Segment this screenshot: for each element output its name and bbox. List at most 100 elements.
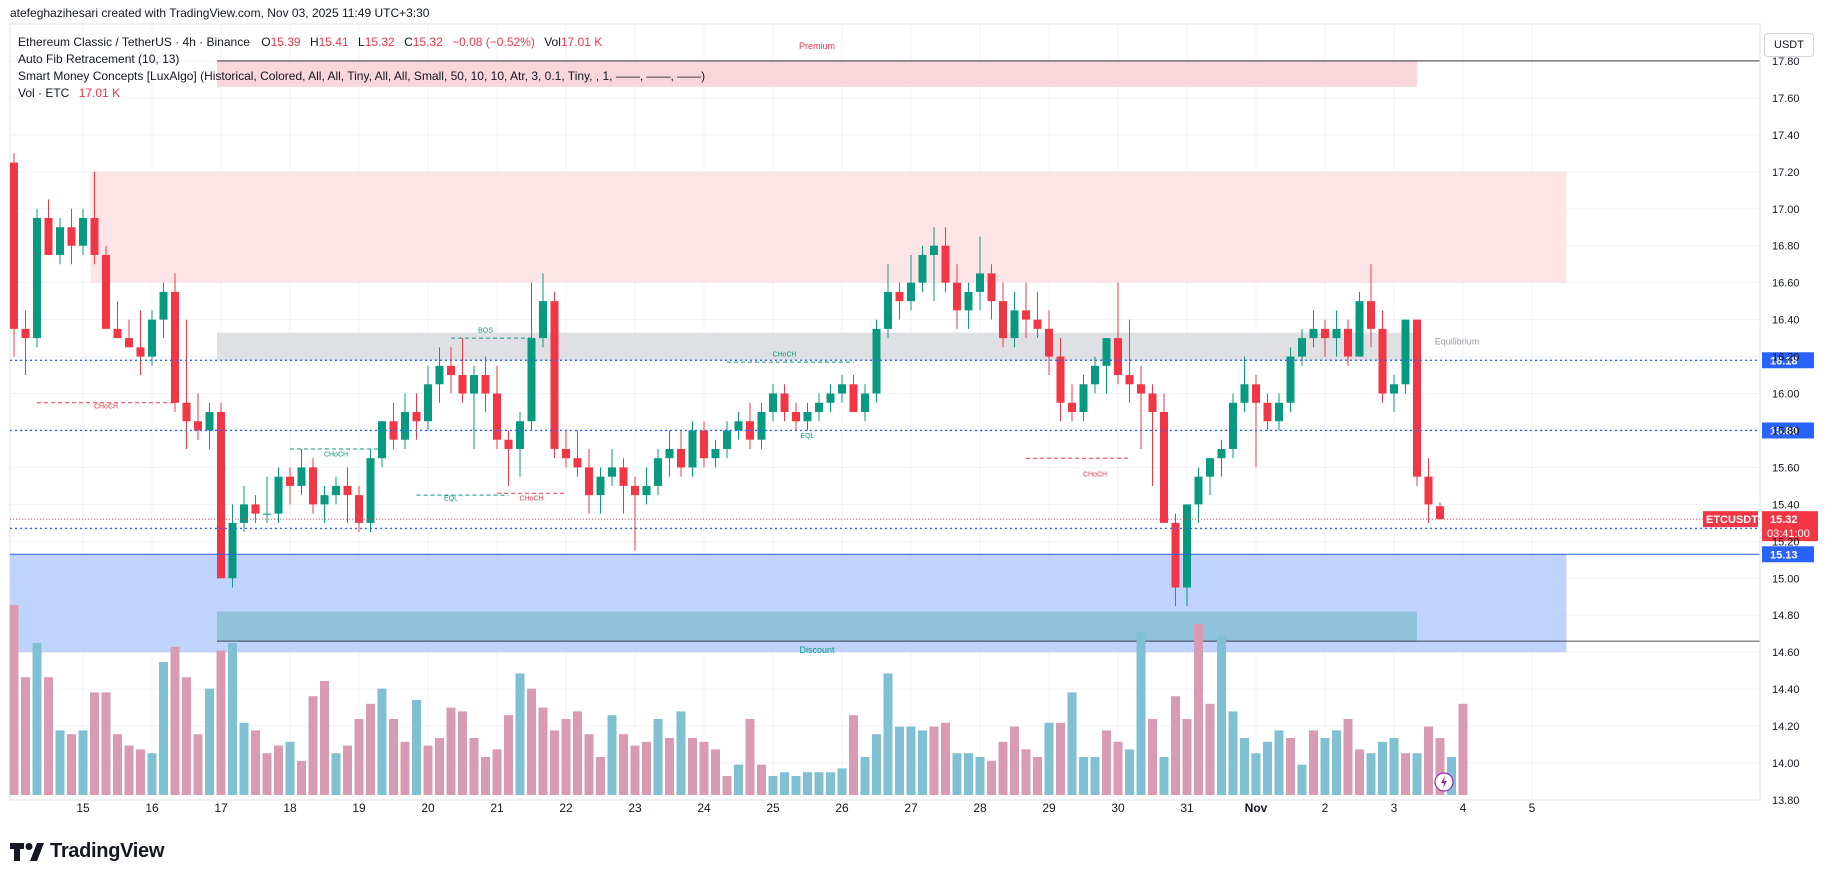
price-chart[interactable]: Premium Equilibrium Discount CHoCH CHoCH EQL…	[0, 0, 1835, 830]
volume-bar	[527, 688, 536, 795]
volume-bar	[1378, 741, 1387, 795]
volume-bar	[1125, 749, 1134, 795]
candle-body	[1183, 504, 1191, 588]
volume-bar	[297, 760, 306, 795]
candle-body	[481, 375, 490, 394]
x-tick-label: 19	[352, 801, 366, 815]
volume-bar	[1251, 753, 1261, 795]
candle-body	[136, 347, 145, 357]
currency-button[interactable]: USDT	[1764, 33, 1814, 57]
candle-body	[1436, 506, 1444, 520]
candle-body	[884, 291, 892, 329]
fib-indicator-label[interactable]: Auto Fib Retracement (10, 13)	[18, 52, 180, 66]
zone-label-premium: Premium	[799, 41, 835, 51]
volume-bar	[492, 749, 502, 795]
volume-bar	[941, 722, 950, 795]
price-level-tag-label: 16.18	[1770, 355, 1798, 367]
candle-body	[619, 467, 628, 486]
candle-body	[573, 458, 582, 468]
price-level-tag-label: 15.80	[1770, 425, 1798, 437]
volume-bar	[1447, 757, 1456, 795]
volume-bar	[308, 696, 318, 795]
candle-body	[562, 448, 570, 459]
candle-body	[79, 218, 87, 246]
x-tick-label: 25	[766, 801, 780, 815]
x-tick-label: 26	[835, 801, 849, 815]
candle-body	[470, 375, 478, 394]
candle-body	[677, 448, 685, 468]
candle-body	[125, 338, 133, 348]
x-tick-label: 16	[145, 801, 159, 815]
smc-indicator-label[interactable]: Smart Money Concepts [LuxAlgo] (Historic…	[18, 69, 706, 83]
candle-body	[458, 375, 467, 394]
x-tick-label: 29	[1042, 801, 1056, 815]
candle-body	[907, 282, 915, 302]
tradingview-logo[interactable]: TradingView	[10, 840, 164, 863]
candle-body	[182, 402, 191, 422]
y-tick-label: 17.00	[1772, 204, 1800, 216]
x-tick-label: 15	[76, 801, 90, 815]
candle-body	[1137, 384, 1145, 394]
volume-bar	[561, 719, 571, 795]
candle-body	[539, 301, 547, 339]
structure-lines: CHoCH CHoCH EQL BOS CHoCH CHoCH EQL CHoCH	[37, 328, 1130, 503]
candle-body	[976, 273, 984, 292]
volume-bar	[584, 734, 594, 795]
candle-body	[1321, 328, 1329, 339]
volume-bar	[814, 772, 824, 795]
volume-bar	[975, 757, 985, 795]
volume-bar	[446, 707, 456, 795]
x-tick-label: 30	[1111, 801, 1125, 815]
candle-body	[1206, 458, 1214, 477]
x-tick-label: 2	[1322, 801, 1329, 815]
volume-bar	[435, 738, 444, 795]
volume-bar	[78, 730, 88, 795]
volume-bar	[458, 711, 467, 795]
candle-body	[1068, 402, 1076, 412]
candle-body	[734, 421, 743, 431]
volume-bar	[1113, 741, 1123, 795]
chart-attribution: atefeghazihesari created with TradingVie…	[10, 6, 430, 20]
volume-bar	[124, 745, 134, 795]
price-level-tag	[1762, 422, 1814, 439]
candle-body	[918, 254, 927, 283]
last-price-label: 15.32	[1770, 514, 1798, 526]
volume-bar	[1320, 738, 1330, 795]
countdown-label: 03:41:00	[1767, 528, 1810, 540]
candle-body	[378, 421, 386, 459]
candle-body	[320, 495, 329, 505]
x-tick-label: 3	[1391, 801, 1398, 815]
candle-body	[930, 245, 938, 255]
structure-label: CHoCH	[519, 496, 543, 503]
volume-bar	[228, 643, 237, 795]
volume-bar	[113, 734, 122, 795]
candle-body	[102, 254, 110, 329]
candle-body	[274, 476, 283, 514]
candle-body	[10, 162, 18, 329]
volume-bar	[872, 734, 881, 795]
x-tick-label: 4	[1460, 801, 1467, 815]
candle-body	[711, 448, 720, 459]
y-tick-label: 17.20	[1772, 167, 1800, 179]
close-label: C	[404, 35, 413, 49]
tradingview-logo-icon	[10, 842, 44, 861]
volume-bar	[101, 692, 111, 795]
volume-bar	[1286, 738, 1295, 795]
volume-bar	[285, 741, 295, 795]
candle-body	[355, 495, 363, 523]
y-tick-label: 17.80	[1772, 56, 1800, 68]
low-value: 15.32	[364, 35, 395, 49]
candle-body	[1309, 328, 1318, 339]
candle-body	[332, 485, 340, 496]
candle-body	[412, 412, 421, 422]
volume-bar	[239, 722, 249, 795]
structure-label: CHoCH	[772, 352, 796, 359]
structure-label: CHoCH	[324, 451, 348, 458]
volume-study-legend[interactable]: Vol · ETC 17.01 K	[18, 86, 120, 100]
volume-bar	[1343, 719, 1353, 795]
smc-zones: Premium Equilibrium Discount	[10, 41, 1760, 655]
candle-body	[21, 328, 30, 339]
volume-bar	[1171, 696, 1180, 795]
candle-body	[1160, 412, 1168, 523]
